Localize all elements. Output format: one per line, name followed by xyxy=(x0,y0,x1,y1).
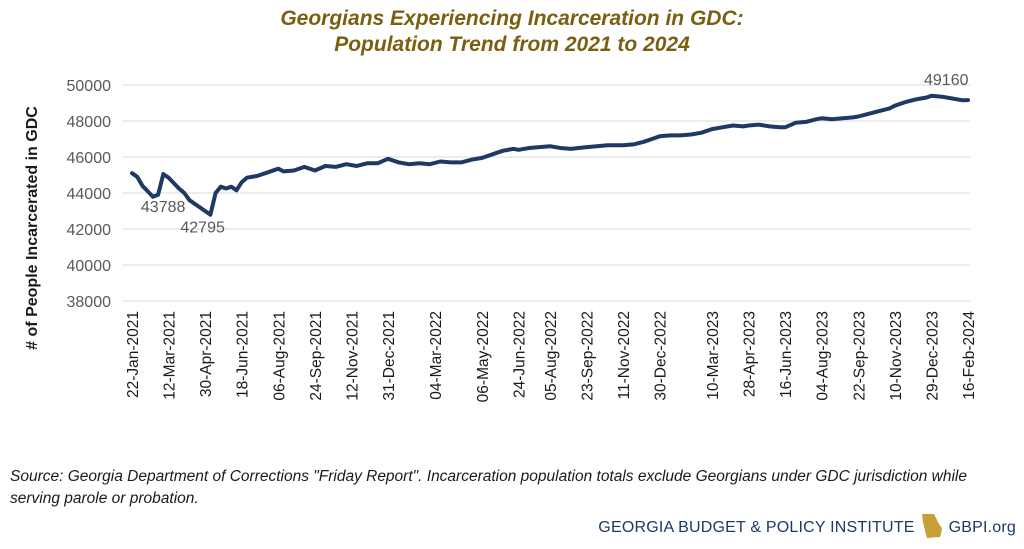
x-tick-label: 04-Aug-2023 xyxy=(815,311,832,401)
georgia-state-icon xyxy=(921,513,943,543)
chart-title: Georgians Experiencing Incarceration in … xyxy=(0,6,1024,58)
x-tick-label: 16-Jun-2023 xyxy=(778,311,795,398)
x-tick-label: 10-Mar-2023 xyxy=(705,311,722,400)
chart-title-line-2: Population Trend from 2021 to 2024 xyxy=(334,33,690,56)
y-tick-label: 42000 xyxy=(67,222,112,239)
footer: GEORGIA BUDGET & POLICY INSTITUTE GBPI.o… xyxy=(598,513,1016,543)
x-tick-label: 12-Mar-2021 xyxy=(162,311,179,400)
x-tick-label: 04-Mar-2022 xyxy=(428,311,445,400)
series xyxy=(130,93,970,217)
x-tick-label: 05-Aug-2022 xyxy=(543,311,560,401)
x-tick-label: 22-Sep-2023 xyxy=(851,311,868,401)
y-tick-label: 40000 xyxy=(67,258,112,275)
source-note: Source: Georgia Department of Correction… xyxy=(10,468,967,507)
y-tick-label: 38000 xyxy=(67,294,112,311)
data-label: 49160 xyxy=(924,72,969,89)
x-tick-label: 11-Nov-2022 xyxy=(616,311,633,399)
x-tick-label: 18-Jun-2021 xyxy=(235,311,252,398)
x-tick-label: 22-Jan-2021 xyxy=(125,311,142,398)
y-tick-label: 44000 xyxy=(67,186,112,203)
x-tick-label: 30-Dec-2022 xyxy=(653,311,670,401)
website: GBPI.org xyxy=(948,519,1016,536)
x-axis: 22-Jan-2021 12-Mar-2021 30-Apr-2021 18-Jun-… xyxy=(125,311,978,403)
x-tick-label: 16-Feb-2024 xyxy=(961,311,978,400)
y-axis-label: # of People Incarcerated in GDC xyxy=(24,106,41,350)
y-tick-label: 48000 xyxy=(67,114,112,131)
x-tick-label: 12-Nov-2021 xyxy=(344,311,361,401)
series-line xyxy=(130,93,970,217)
y-tick-label: 46000 xyxy=(67,150,112,167)
data-label: 43788 xyxy=(141,199,186,216)
x-tick-label: 29-Dec-2023 xyxy=(924,311,941,401)
x-tick-label: 24-Sep-2021 xyxy=(308,311,325,401)
org-name: GEORGIA BUDGET & POLICY INSTITUTE xyxy=(598,519,915,536)
x-tick-label: 06-Aug-2021 xyxy=(271,311,288,401)
x-tick-label: 06-May-2022 xyxy=(475,311,492,402)
gridlines xyxy=(123,84,970,302)
x-tick-label: 30-Apr-2021 xyxy=(198,311,215,397)
chart-title-line-1: Georgians Experiencing Incarceration in … xyxy=(280,7,744,30)
x-tick-label: 10-Nov-2023 xyxy=(888,311,905,401)
y-axis: 38000 40000 42000 44000 46000 48000 50000 xyxy=(67,78,112,311)
x-tick-label: 31-Dec-2021 xyxy=(381,311,398,401)
x-tick-label: 23-Sep-2022 xyxy=(580,311,597,401)
x-tick-label: 28-Apr-2023 xyxy=(742,311,759,397)
annotations: 43788 42795 49160 xyxy=(141,72,969,237)
x-tick-label: 24-Jun-2022 xyxy=(512,311,529,398)
data-label: 42795 xyxy=(180,220,225,237)
line-chart: 38000 40000 42000 44000 46000 48000 50000 22-J… xyxy=(24,72,978,403)
y-tick-label: 50000 xyxy=(67,78,112,95)
